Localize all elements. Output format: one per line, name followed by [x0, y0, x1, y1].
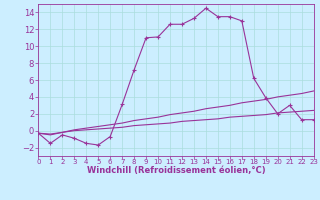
X-axis label: Windchill (Refroidissement éolien,°C): Windchill (Refroidissement éolien,°C) [87, 166, 265, 175]
